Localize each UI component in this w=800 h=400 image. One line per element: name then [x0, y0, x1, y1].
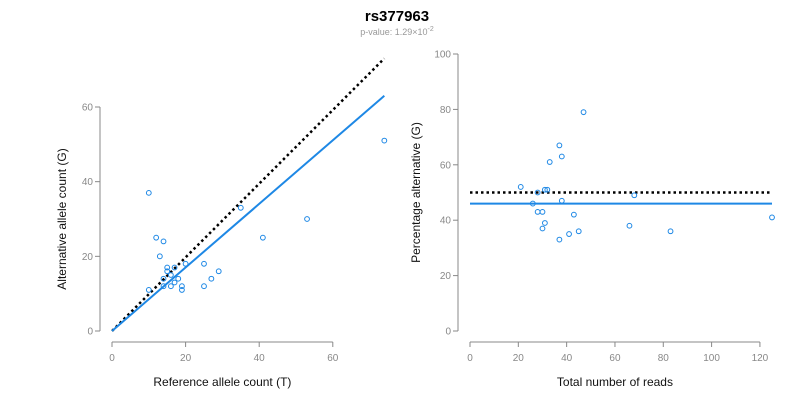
x-tick-label: 20	[180, 353, 192, 364]
data-point	[575, 228, 582, 235]
data-point	[179, 287, 185, 293]
y-tick-label: 0	[445, 327, 451, 338]
data-point	[556, 142, 563, 149]
data-point	[534, 208, 541, 215]
data-point	[381, 137, 388, 144]
fit-line	[111, 95, 385, 332]
data-point	[558, 153, 565, 160]
data-point	[580, 109, 587, 116]
subtitle-prefix: p-value: 1.29×10	[360, 27, 427, 37]
y-axis-title: Percentage alternative (G)	[409, 122, 423, 263]
data-point	[529, 200, 536, 207]
y-tick-label: 60	[440, 160, 452, 171]
data-point	[534, 189, 541, 196]
right-panel-percentage-vs-total: 0 20 40 60 80 100 120 0 20 40 60 80 100 Total number …	[409, 50, 775, 389]
data-point	[167, 283, 174, 290]
data-point	[201, 283, 207, 290]
data-point	[156, 253, 163, 260]
data-point	[208, 275, 215, 282]
data-point	[517, 184, 524, 190]
x-axis-title: Total number of reads	[557, 375, 673, 389]
data-point	[215, 268, 222, 275]
data-point	[570, 211, 577, 218]
data-point	[237, 204, 244, 211]
data-point	[182, 260, 189, 267]
data-point	[201, 260, 207, 267]
y-tick-label: 40	[82, 177, 94, 188]
data-point	[304, 216, 310, 222]
data-point	[558, 197, 565, 204]
x-tick-label: 60	[327, 353, 339, 364]
main-title: rs377963	[365, 8, 429, 25]
left-panel-reference-vs-alternative: 0 20 40 60 0 20 40 60 Reference allele count (T)…	[55, 57, 388, 389]
reference-line	[111, 57, 386, 332]
data-point	[164, 268, 171, 275]
data-point	[171, 279, 178, 286]
data-point	[539, 225, 546, 232]
data-point	[145, 189, 152, 196]
data-point	[153, 234, 160, 241]
data-point	[164, 264, 171, 271]
y-tick-label: 20	[440, 271, 452, 282]
y-tick-label: 40	[440, 216, 452, 227]
y-tick-label: 80	[440, 105, 452, 116]
y-tick-label: 20	[82, 252, 94, 263]
data-point	[171, 264, 178, 271]
data-point	[175, 275, 182, 282]
data-point	[541, 186, 548, 193]
data-point	[769, 214, 775, 221]
data-point	[544, 186, 551, 193]
data-point	[631, 192, 638, 199]
data-point	[160, 275, 167, 282]
data-point	[541, 220, 548, 226]
data-point	[626, 222, 633, 229]
x-tick-label: 0	[467, 353, 473, 364]
x-tick-label: 40	[254, 353, 266, 364]
x-axis-title: Reference allele count (T)	[153, 375, 291, 389]
x-tick-label: 80	[658, 353, 670, 364]
data-point	[259, 234, 266, 241]
data-point	[160, 238, 167, 245]
subtitle: p-value: 1.29×10-2	[360, 26, 434, 37]
x-tick-label: 60	[609, 353, 621, 364]
data-point	[167, 272, 174, 278]
data-point	[179, 283, 185, 290]
x-tick-label: 0	[109, 353, 115, 364]
y-tick-label: 0	[87, 327, 93, 338]
data-point	[145, 287, 152, 293]
x-tick-label: 20	[513, 353, 525, 364]
x-tick-label: 40	[561, 353, 573, 364]
y-axis-title: Alternative allele count (G)	[55, 148, 69, 289]
x-tick-label: 120	[752, 353, 769, 364]
data-point	[546, 159, 553, 165]
y-tick-label: 60	[82, 103, 94, 114]
data-point	[160, 283, 167, 290]
y-tick-label: 100	[434, 50, 451, 61]
data-point	[566, 231, 572, 237]
data-point	[667, 228, 674, 235]
data-point	[539, 208, 546, 215]
x-tick-label: 100	[703, 353, 720, 364]
data-point	[556, 236, 563, 243]
subtitle-exponent: -2	[428, 26, 434, 33]
